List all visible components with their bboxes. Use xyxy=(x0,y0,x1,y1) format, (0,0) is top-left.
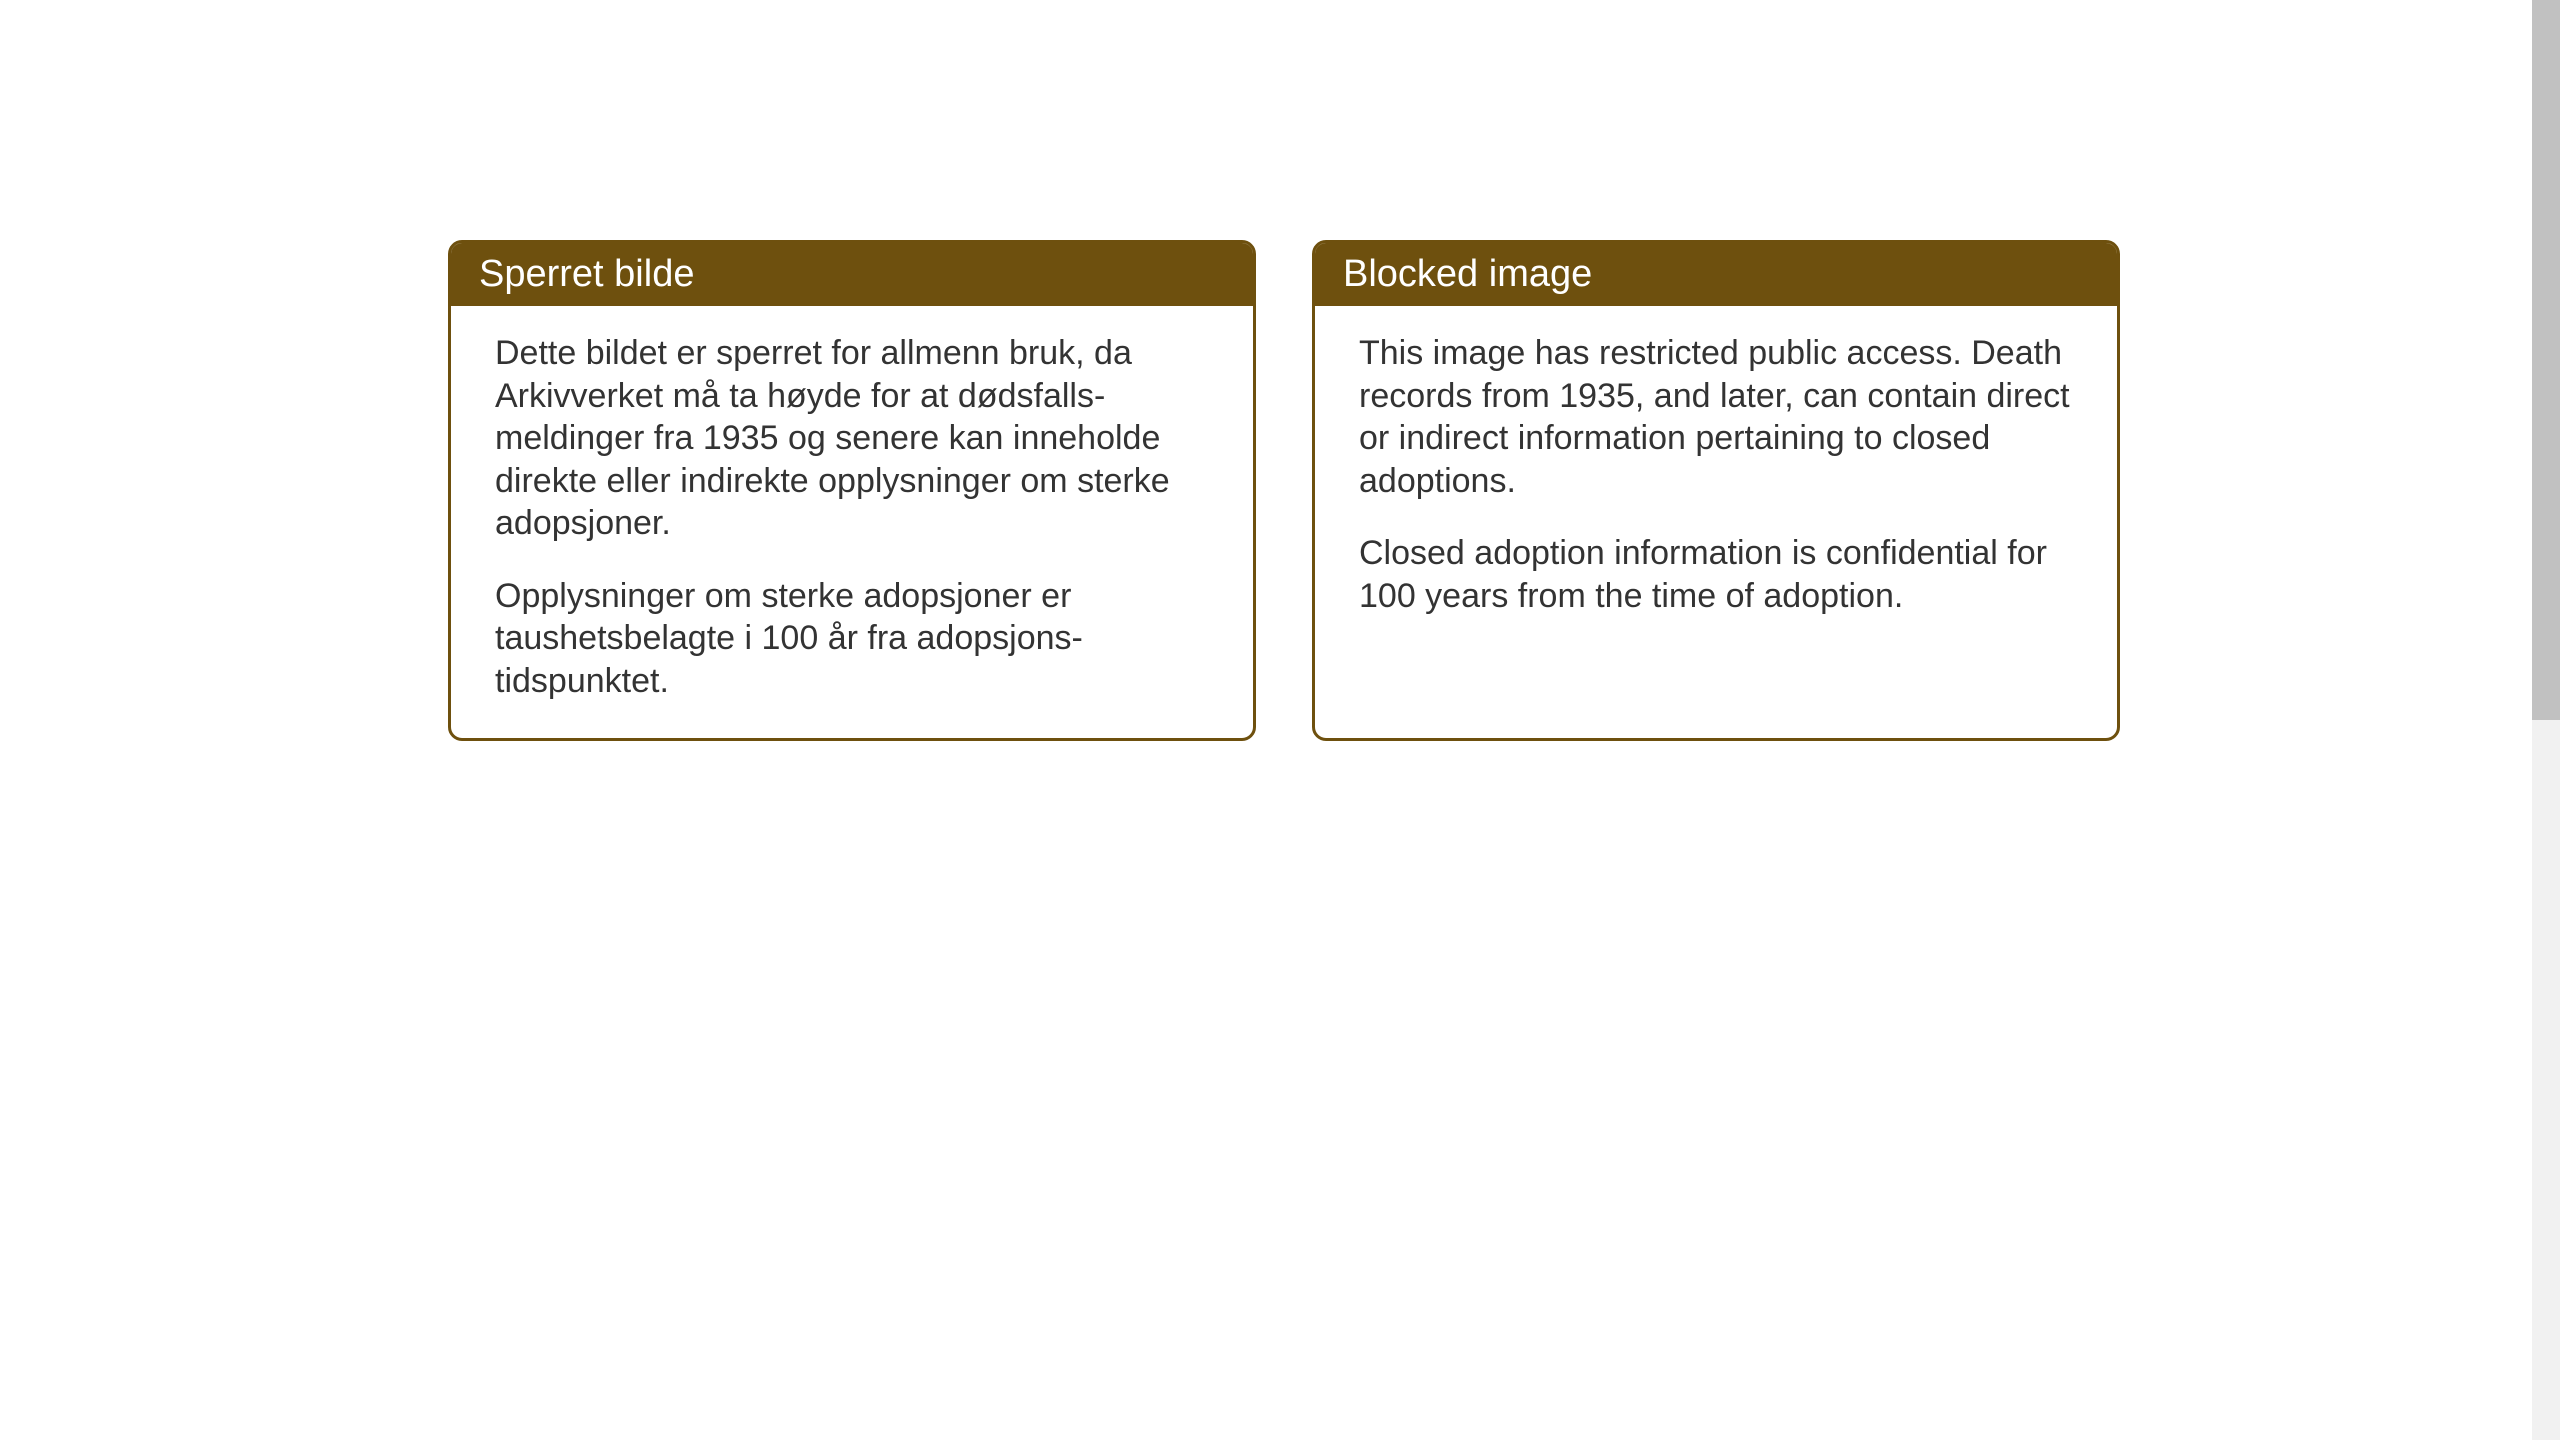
notice-container: Sperret bilde Dette bildet er sperret fo… xyxy=(448,240,2120,741)
paragraph-text: Closed adoption information is confident… xyxy=(1359,532,2073,617)
card-header-english: Blocked image xyxy=(1315,243,2117,306)
paragraph-text: Opplysninger om sterke adopsjoner er tau… xyxy=(495,575,1209,703)
scrollbar-track[interactable] xyxy=(2532,0,2560,1440)
paragraph-text: This image has restricted public access.… xyxy=(1359,332,2073,502)
scrollbar-thumb[interactable] xyxy=(2532,0,2560,720)
notice-card-norwegian: Sperret bilde Dette bildet er sperret fo… xyxy=(448,240,1256,741)
card-body-english: This image has restricted public access.… xyxy=(1315,306,2117,653)
paragraph-text: Dette bildet er sperret for allmenn bruk… xyxy=(495,332,1209,545)
card-body-norwegian: Dette bildet er sperret for allmenn bruk… xyxy=(451,306,1253,738)
card-header-norwegian: Sperret bilde xyxy=(451,243,1253,306)
notice-card-english: Blocked image This image has restricted … xyxy=(1312,240,2120,741)
